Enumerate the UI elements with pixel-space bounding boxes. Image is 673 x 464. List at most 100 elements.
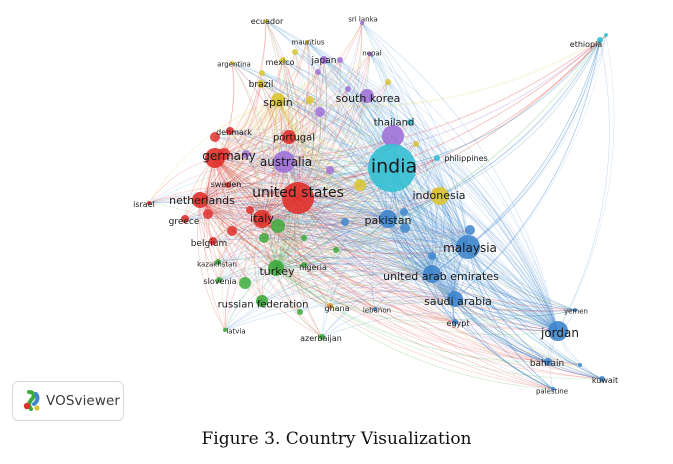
network-edge (366, 95, 456, 300)
network-edge (214, 157, 559, 332)
network-edge (321, 273, 433, 338)
network-edge (214, 157, 305, 266)
network-edge (214, 157, 469, 248)
network-edge (275, 267, 554, 390)
network-edge (374, 301, 559, 332)
network-edge (199, 199, 549, 363)
network-edge (277, 99, 411, 126)
network-edge (214, 157, 305, 239)
network-edge (277, 225, 433, 275)
network-edge (303, 237, 433, 275)
network-edge (387, 81, 559, 332)
network-edge (214, 157, 331, 176)
network-node-minor (413, 141, 419, 147)
network-edge (283, 161, 437, 196)
node-nepal (368, 52, 372, 56)
network-edge (199, 199, 277, 269)
label-egypt: egypt (447, 319, 470, 328)
network-edge (199, 199, 471, 242)
network-edge (303, 237, 559, 332)
network-edge (231, 62, 469, 248)
network-edge (321, 218, 389, 338)
network-edge (347, 88, 456, 300)
label-greece: greece (169, 217, 200, 227)
network-edge (244, 273, 559, 332)
network-edge (214, 99, 279, 138)
network-edge (361, 22, 469, 248)
network-edge (257, 161, 285, 302)
network-edge (387, 218, 576, 311)
node-united-states (282, 182, 314, 214)
network-edge (229, 130, 433, 275)
network-edge (217, 231, 469, 263)
network-edge (229, 130, 389, 220)
network-edge (277, 99, 376, 310)
network-edge (297, 197, 456, 300)
network-edge (467, 246, 549, 363)
network-edge (261, 39, 601, 220)
network-edge (199, 199, 433, 275)
network-edge (184, 165, 393, 220)
network-edge (454, 34, 607, 300)
network-edge (231, 62, 559, 332)
network-edge (224, 267, 277, 331)
network-edge (223, 153, 433, 275)
network-edge (261, 218, 456, 323)
network-edge (277, 99, 389, 220)
network-node-minor (271, 219, 285, 233)
label-sweden: sweden (211, 180, 242, 189)
network-edge (275, 169, 331, 269)
network-edge (275, 59, 299, 269)
network-node-minor (227, 226, 237, 236)
network-edge (387, 218, 581, 366)
network-edge (265, 20, 469, 248)
node-palestine (551, 387, 555, 391)
network-edge (217, 217, 389, 263)
network-edge (240, 99, 279, 284)
network-edge (199, 81, 389, 201)
network-edge (391, 167, 581, 366)
label-malaysia: malaysia (443, 241, 497, 255)
network-edge (275, 71, 322, 269)
network-edge (277, 99, 433, 275)
network-node-minor (385, 79, 391, 85)
network-edge (261, 53, 371, 220)
network-edge (403, 211, 559, 332)
network-edge (214, 22, 363, 159)
network-edge (431, 273, 554, 390)
network-edge (436, 157, 461, 300)
network-edge (387, 218, 456, 300)
network-labels: india ethiopia philippines malaysia pakistan… (133, 15, 618, 395)
network-edge (557, 39, 610, 332)
network-edge (217, 254, 456, 300)
network-edge (217, 99, 279, 263)
network-edge (268, 99, 301, 313)
network-edge (266, 99, 279, 227)
network-edge (297, 197, 469, 248)
network-edge (269, 161, 285, 269)
network-edge (283, 22, 363, 163)
network-edge (199, 34, 607, 201)
network-edge (214, 157, 323, 338)
node-israel (147, 201, 151, 205)
network-edge (283, 39, 601, 163)
network-edge (275, 161, 291, 269)
network-edge (415, 143, 559, 332)
node-italy (253, 210, 271, 228)
network-edge (148, 202, 277, 269)
network-edge (303, 257, 433, 275)
node-netherlands (192, 192, 208, 208)
network-edge (148, 186, 299, 204)
network-edge (214, 157, 456, 300)
network-edge (339, 59, 559, 332)
network-edge (303, 239, 469, 266)
network-edge (297, 191, 437, 208)
network-edge (261, 34, 607, 220)
network-edge (199, 199, 389, 229)
network-edge (275, 218, 389, 269)
network-edge (199, 199, 576, 312)
network-edge (347, 88, 469, 248)
network-edge (283, 157, 438, 175)
network-node-minor (210, 132, 220, 142)
network-edge (297, 197, 559, 332)
